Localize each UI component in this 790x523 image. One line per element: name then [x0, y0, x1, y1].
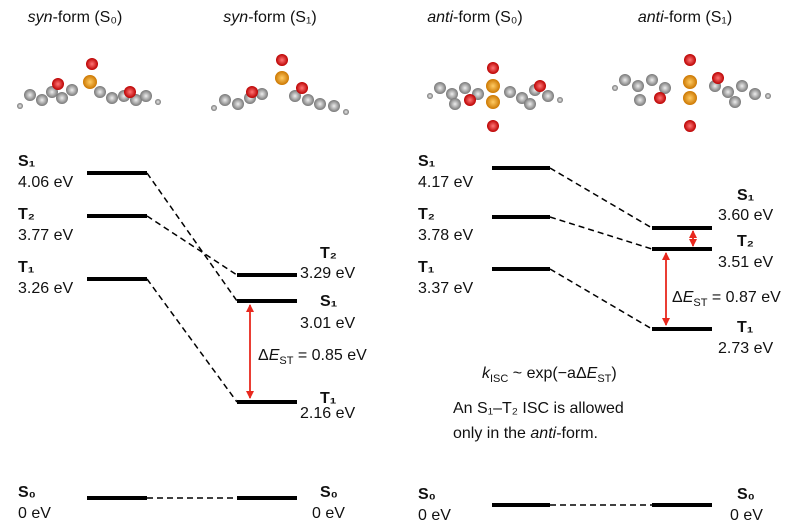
- state: T₂: [418, 206, 435, 223]
- levels: [87, 168, 712, 505]
- text-part: syn: [28, 9, 53, 26]
- text-part: = 0.87 eV: [707, 289, 781, 306]
- energy: 3.37 eV: [418, 280, 473, 297]
- state: S₁: [320, 293, 338, 310]
- text-part: ST: [597, 373, 611, 385]
- molecule: [427, 62, 563, 132]
- text-part: -form (S₀): [53, 9, 123, 26]
- gap-label: ΔEST = 0.87 eV: [672, 289, 781, 309]
- text-part: = 0.85 eV: [293, 347, 367, 364]
- state: T₂: [320, 245, 337, 262]
- molecule: [17, 58, 161, 109]
- state: S₁: [18, 153, 36, 170]
- energy: 3.51 eV: [718, 254, 773, 271]
- energy: 3.01 eV: [300, 315, 355, 332]
- energy: 2.73 eV: [718, 340, 773, 357]
- energy: 3.26 eV: [18, 280, 73, 297]
- gap-label: ΔEST = 0.85 eV: [258, 347, 367, 367]
- energy: 4.06 eV: [18, 174, 73, 191]
- title: syn-form (S₀): [28, 9, 123, 26]
- title: anti-form (S₁): [638, 9, 732, 26]
- energy: 0 eV: [730, 507, 763, 523]
- energy: 3.60 eV: [718, 207, 773, 224]
- title: syn-form (S₁): [223, 9, 316, 26]
- state: S₀: [737, 486, 755, 503]
- title: anti-form (S₀): [427, 9, 523, 26]
- text-part: anti: [638, 9, 664, 26]
- energy: 3.29 eV: [300, 265, 355, 282]
- molecule: [211, 54, 349, 115]
- text-part: -form (S₁): [248, 9, 317, 26]
- state: S₀: [18, 484, 36, 501]
- energy: 2.16 eV: [300, 405, 355, 422]
- energy: 0 eV: [18, 505, 51, 522]
- text-part: ST: [693, 297, 707, 309]
- diagram: syn-form (S₀) syn-form (S₁) anti-form (S…: [0, 0, 790, 523]
- energy: 3.77 eV: [18, 227, 73, 244]
- text-part: Δ: [258, 347, 269, 364]
- text-part: E: [587, 365, 598, 382]
- level-labels: S₁ 4.06 eV T₂ 3.77 eV T₁ 3.26 eV S₀ 0 eV…: [18, 153, 773, 523]
- state: T₁: [18, 259, 35, 276]
- energy: 0 eV: [312, 505, 345, 522]
- text-part: E: [683, 289, 694, 306]
- note: An S₁–T₂ ISC is allowed: [453, 400, 624, 417]
- state: T₁: [418, 259, 435, 276]
- molecule: [612, 54, 771, 132]
- state: S₁: [737, 187, 755, 204]
- text-part: E: [269, 347, 280, 364]
- text-part: -form (S₁): [664, 9, 733, 26]
- text-part: ~ exp(−aΔ: [508, 365, 587, 382]
- note: only in the anti-form.: [453, 425, 598, 442]
- text-part: -form (S₀): [453, 9, 523, 26]
- text-part: anti: [530, 425, 556, 442]
- energy: 0 eV: [418, 507, 451, 523]
- state: T₁: [737, 319, 754, 336]
- text-part: ST: [279, 355, 293, 367]
- state: S₀: [320, 484, 338, 501]
- rate-expression: kISC ~ exp(−aΔEST): [482, 365, 617, 385]
- text-part: -form.: [556, 425, 598, 442]
- text-part: Δ: [672, 289, 683, 306]
- state: S₀: [418, 486, 436, 503]
- text-part: ISC: [490, 373, 508, 385]
- state: T₂: [18, 206, 35, 223]
- state: S₁: [418, 153, 436, 170]
- energy: 4.17 eV: [418, 174, 473, 191]
- state: T₂: [737, 233, 754, 250]
- energy: 3.78 eV: [418, 227, 473, 244]
- text-part: anti: [427, 9, 453, 26]
- text-part: only in the: [453, 425, 530, 442]
- text-part: syn: [223, 9, 248, 26]
- text-part: ): [611, 365, 616, 382]
